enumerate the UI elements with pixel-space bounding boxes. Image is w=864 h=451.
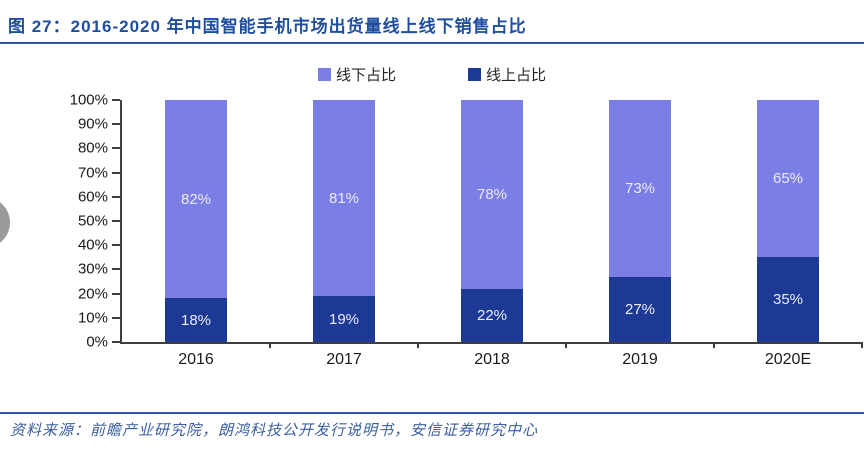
x-tick-mark <box>861 342 863 348</box>
y-tick-label: 0% <box>86 333 108 351</box>
bar-segment-online: 18% <box>165 298 227 342</box>
legend-item-offline: 线下占比 <box>317 64 396 85</box>
bar-category: 65% 35% <box>714 100 862 342</box>
y-tick-label: 10% <box>77 309 108 327</box>
title-divider <box>0 42 864 44</box>
y-tick-label: 20% <box>77 285 108 303</box>
stacked-bar-2019: 73% 27% <box>609 100 671 342</box>
y-tick-mark <box>112 171 120 174</box>
footer-divider <box>0 412 864 414</box>
y-tick-mark <box>112 316 120 319</box>
y-tick-mark <box>112 220 120 222</box>
x-tick-mark <box>269 342 271 348</box>
bar-category: 78% 22% <box>418 100 566 342</box>
bar-segment-offline: 81% <box>313 100 375 297</box>
y-tick-label: 100% <box>69 91 108 109</box>
source-note: 资料来源：前瞻产业研究院，朗鸿科技公开发行说明书，安信证券研究中心 <box>10 423 539 439</box>
x-tick-label: 2018 <box>474 351 510 368</box>
stacked-bar-2017: 81% 19% <box>313 100 375 342</box>
bar-segment-online: 19% <box>313 296 375 342</box>
x-tick-mark <box>417 342 419 348</box>
y-tick-mark <box>112 147 120 150</box>
legend-label-online: 线上占比 <box>486 67 547 84</box>
stacked-bar-2020E: 65% 35% <box>757 100 819 342</box>
bar-category: 81% 19% <box>270 100 418 342</box>
y-tick-mark <box>112 341 120 343</box>
legend-swatch-offline-icon <box>317 68 331 81</box>
x-axis-labels: 2016 2017 2018 2019 2020E <box>122 351 862 369</box>
stacked-bar-2018: 78% 22% <box>461 100 523 342</box>
y-tick-mark <box>112 268 120 271</box>
y-tick-label: 70% <box>77 164 108 182</box>
y-tick-label: 90% <box>77 115 108 133</box>
x-tick-mark <box>565 342 567 348</box>
x-tick-mark <box>713 342 715 348</box>
y-tick-mark <box>112 292 120 295</box>
bar-segment-online: 22% <box>461 288 523 342</box>
x-tick-label: 2019 <box>622 351 658 368</box>
y-tick-mark <box>112 99 120 101</box>
y-tick-label: 60% <box>77 188 108 206</box>
chart-legend: 线下占比 线上占比 <box>0 64 864 85</box>
plot-area: 82% 18% 81% 19% 78% 22% 73% 27% 65% 35% 2016 2017 2… <box>70 93 863 368</box>
x-tick-label: 2017 <box>326 351 362 368</box>
y-tick-mark <box>112 244 120 247</box>
figure-title: 图 27：2016-2020 年中国智能手机市场出货量线上线下销售占比 <box>8 17 527 36</box>
bar-segment-offline: 73% <box>609 100 671 277</box>
bar-segment-offline: 65% <box>757 100 819 258</box>
y-tick-mark <box>112 123 120 126</box>
legend-label-offline: 线下占比 <box>335 67 396 84</box>
bar-segment-offline: 82% <box>165 100 227 299</box>
bar-category: 73% 27% <box>566 100 714 342</box>
x-tick-label: 2016 <box>178 351 214 368</box>
bar-segment-online: 27% <box>609 276 671 342</box>
legend-item-online: 线上占比 <box>468 64 546 85</box>
bar-segment-offline: 78% <box>461 100 523 289</box>
legend-swatch-online-icon <box>468 68 481 81</box>
y-tick-label: 80% <box>77 139 108 157</box>
x-tick-label: 2020E <box>764 351 812 368</box>
y-tick-mark <box>112 195 120 198</box>
bar-segment-online: 35% <box>757 257 819 342</box>
bars-row: 82% 18% 81% 19% 78% 22% 73% 27% 65% 35% <box>122 100 862 342</box>
prev-page-button[interactable] <box>0 197 10 248</box>
y-tick-label: 30% <box>77 260 108 278</box>
bar-category: 82% 18% <box>122 100 270 342</box>
y-tick-label: 50% <box>77 212 108 230</box>
stacked-bar-2016: 82% 18% <box>165 100 227 342</box>
y-tick-label: 40% <box>77 236 108 254</box>
